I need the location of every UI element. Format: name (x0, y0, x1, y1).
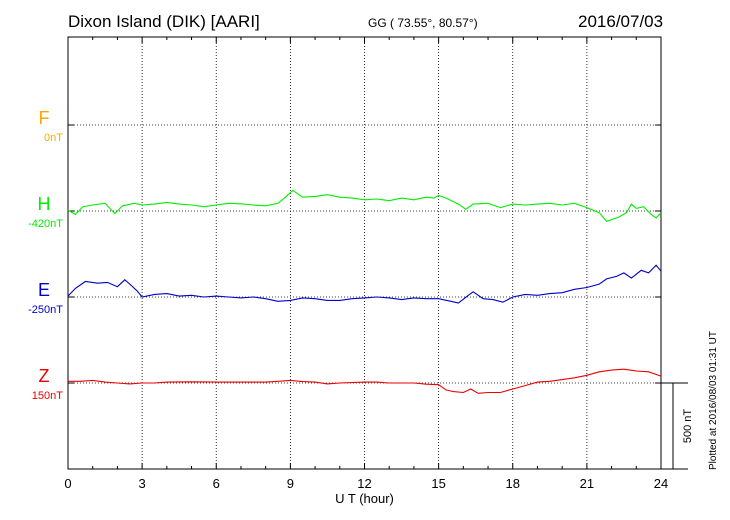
series-line-h (67, 189, 662, 222)
x-tick-label: 9 (287, 476, 294, 491)
component-label-z: Z (39, 366, 50, 386)
x-tick-label: 21 (580, 476, 594, 491)
plot-date: 2016/07/03 (578, 12, 664, 31)
x-tick-label: 0 (64, 476, 71, 491)
x-tick-label: 24 (654, 476, 668, 491)
baseline-label-h: -420nT (28, 218, 63, 230)
geographic-coords: GG ( 73.55°, 80.57°) (368, 16, 478, 30)
x-tick-label: 18 (506, 476, 520, 491)
component-label-h: H (38, 194, 51, 214)
component-label-e: E (38, 280, 50, 300)
station-title: Dixon Island (DIK) [AARI] (68, 12, 260, 31)
x-tick-label: 15 (431, 476, 445, 491)
x-tick-label: 6 (213, 476, 220, 491)
scale-bar-label: 500 nT (682, 409, 694, 444)
baseline-label-f: 0nT (44, 132, 63, 144)
x-axis-label: U T (hour) (335, 491, 394, 506)
series-line-e (67, 264, 662, 304)
x-tick-label: 3 (139, 476, 146, 491)
baseline-label-e: -250nT (28, 304, 63, 316)
x-tick-label: 12 (357, 476, 371, 491)
baseline-label-z: 150nT (32, 390, 63, 402)
component-label-f: F (39, 108, 50, 128)
series-line-z (68, 368, 662, 394)
